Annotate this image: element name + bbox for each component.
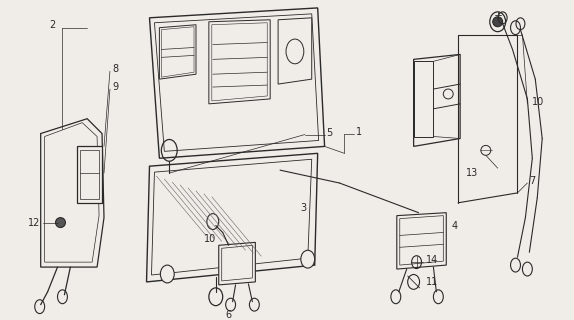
Polygon shape: [222, 245, 253, 281]
Polygon shape: [278, 18, 312, 84]
Polygon shape: [160, 25, 196, 79]
Text: 6: 6: [226, 309, 232, 320]
Text: 3: 3: [300, 203, 306, 213]
Polygon shape: [45, 123, 99, 262]
Ellipse shape: [207, 214, 219, 229]
Polygon shape: [400, 216, 443, 265]
Text: 9: 9: [112, 82, 118, 92]
Text: 11: 11: [425, 277, 438, 287]
Text: 8: 8: [112, 64, 118, 74]
Text: 1: 1: [356, 127, 362, 137]
Text: 13: 13: [466, 168, 478, 178]
Text: 2: 2: [49, 20, 56, 30]
Polygon shape: [152, 159, 312, 275]
Polygon shape: [161, 27, 194, 77]
Polygon shape: [154, 14, 319, 151]
Text: 4: 4: [451, 220, 457, 230]
Polygon shape: [209, 20, 270, 104]
Polygon shape: [41, 119, 104, 267]
Circle shape: [443, 89, 453, 99]
Polygon shape: [77, 146, 102, 203]
Polygon shape: [219, 242, 255, 285]
Polygon shape: [414, 61, 433, 137]
Text: 10: 10: [532, 97, 545, 107]
Polygon shape: [397, 213, 446, 269]
Circle shape: [56, 218, 65, 228]
Polygon shape: [80, 150, 99, 199]
Circle shape: [492, 17, 503, 27]
Ellipse shape: [490, 12, 506, 32]
Ellipse shape: [160, 265, 174, 283]
Text: 5: 5: [327, 128, 333, 138]
Polygon shape: [212, 23, 267, 101]
Text: 7: 7: [529, 176, 536, 186]
Text: 10: 10: [204, 234, 216, 244]
Text: 14: 14: [425, 255, 438, 265]
Polygon shape: [149, 8, 324, 158]
Polygon shape: [414, 54, 460, 146]
Circle shape: [481, 145, 491, 155]
Ellipse shape: [301, 250, 315, 268]
Text: 12: 12: [28, 218, 41, 228]
Polygon shape: [146, 153, 317, 282]
Ellipse shape: [510, 21, 521, 35]
